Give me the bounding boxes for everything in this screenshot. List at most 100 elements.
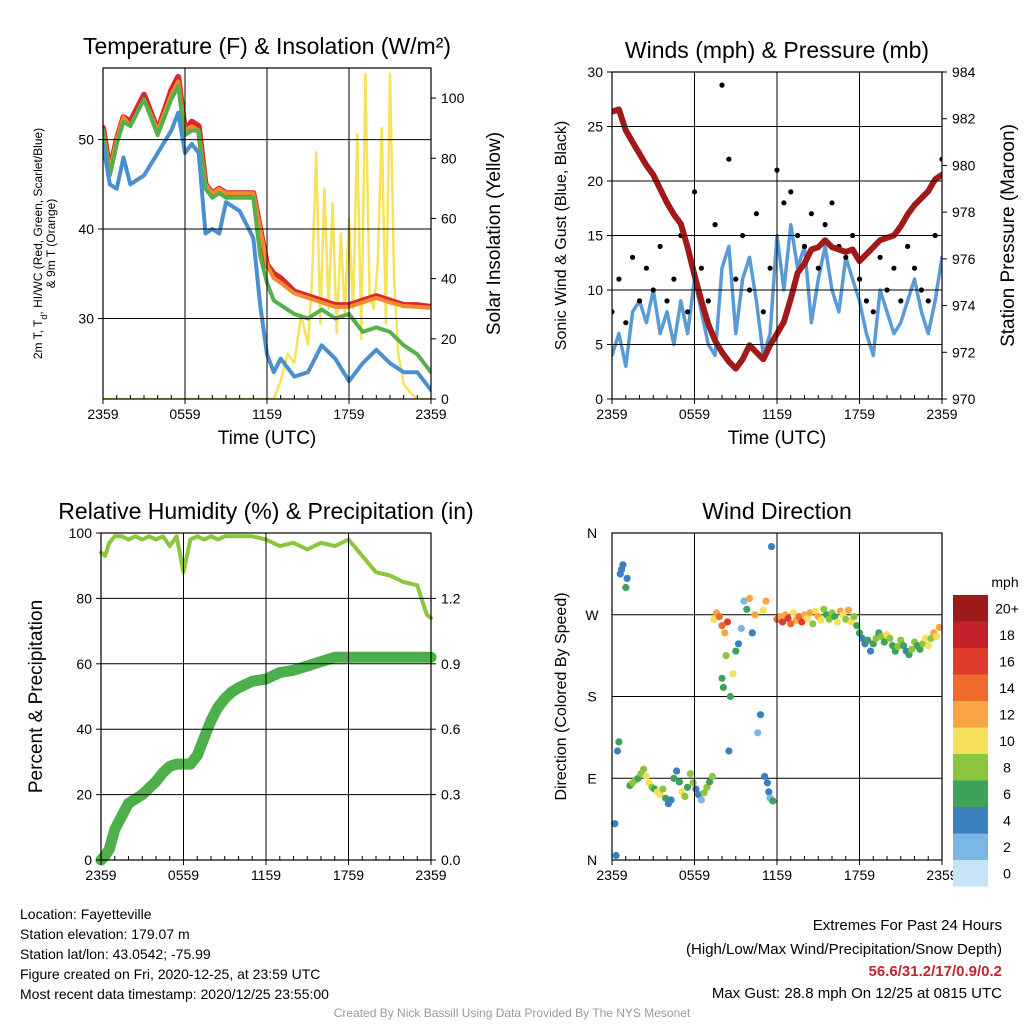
direction-point	[718, 674, 726, 682]
y2-tick-label: 976	[952, 251, 976, 267]
y2-tick-label: 0.6	[441, 721, 461, 737]
direction-point	[894, 642, 902, 651]
colorbar-label: 18	[999, 627, 1015, 643]
y-tick-label: N	[587, 525, 597, 541]
direction-point	[798, 618, 806, 626]
direction-point	[729, 670, 737, 678]
colorbar-label: 10	[999, 733, 1015, 749]
gust-point	[685, 309, 691, 315]
y-tick-label: S	[587, 689, 596, 705]
y2-axis-label: Solar Insolation (Yellow)	[484, 132, 505, 335]
chart-title: Relative Humidity (%) & Precipitation (i…	[58, 498, 473, 524]
direction-point	[719, 683, 728, 692]
direction-point	[842, 615, 850, 623]
colorbar-swatch	[953, 727, 988, 754]
direction-point	[710, 615, 718, 623]
y2-tick-label: 60	[441, 210, 457, 226]
colorbar-swatch	[953, 833, 988, 860]
direction-point	[767, 543, 776, 551]
y2-tick-label: 980	[952, 157, 976, 173]
chart-title: Winds (mph) & Pressure (mb)	[625, 37, 929, 63]
gust-point	[623, 320, 629, 326]
plot-frame	[102, 67, 432, 400]
y-tick-label: 25	[587, 119, 603, 135]
direction-point	[613, 747, 622, 755]
gust-point	[781, 200, 787, 206]
colorbar-label: 8	[1003, 759, 1011, 775]
direction-point	[695, 791, 703, 799]
direction-point	[684, 783, 692, 791]
colorbar-swatch	[953, 701, 988, 728]
y2-tick-label: 1.2	[441, 590, 461, 606]
colorbar-label: 2	[1003, 839, 1011, 855]
direction-point	[640, 765, 648, 773]
y-tick-label: 30	[587, 64, 603, 80]
gust-point	[870, 309, 876, 315]
recent-timestamp: Most recent data timestamp: 2020/12/25 2…	[20, 986, 329, 1002]
direction-point	[877, 632, 886, 641]
x-tick-label: 1759	[844, 867, 875, 883]
direction-point	[850, 613, 858, 621]
y2-tick-label: 970	[952, 391, 976, 407]
gust-point	[877, 254, 883, 260]
gust-point	[643, 265, 650, 271]
x-tick-label: 2359	[926, 406, 957, 422]
direction-point	[706, 778, 714, 786]
direction-point	[825, 615, 833, 623]
direction-point	[803, 614, 811, 623]
y-axis-label: Sonic Wind & Gust (Blue, Black)	[553, 121, 570, 350]
x-tick-label: 1159	[762, 406, 792, 422]
direction-point	[725, 747, 733, 755]
y-tick-label: E	[587, 770, 596, 786]
y-tick-label: 80	[76, 590, 92, 606]
humidity-chart: 0 20 40 60 80 100 0.0 0.3 0.6 0.9 1.2 2359 0559 1159 1…	[26, 498, 474, 883]
y2-axis-label: Station Pressure (Maroon)	[998, 124, 1019, 347]
extremes-title: Extremes For Past 24 Hours	[812, 917, 1002, 934]
gust-point	[664, 298, 670, 304]
direction-point	[619, 561, 627, 569]
series-precipitation	[95, 651, 437, 866]
y-tick-label: N	[587, 852, 597, 868]
gust-point	[911, 265, 918, 271]
direction-point	[740, 597, 748, 605]
direction-point	[886, 634, 894, 643]
x-tick-label: 1759	[333, 406, 364, 422]
direction-point	[784, 614, 792, 623]
y-tick-label: 20	[587, 173, 603, 189]
direction-point	[787, 620, 795, 628]
direction-point	[769, 797, 777, 805]
direction-point	[853, 622, 861, 630]
colorbar-swatch	[953, 595, 988, 622]
y-tick-label: 10	[587, 282, 603, 298]
direction-point	[897, 636, 905, 644]
x-tick-label: 0559	[169, 406, 200, 422]
direction-point	[745, 594, 754, 603]
station-latlon: Station lat/lon: 43.0542; -75.99	[20, 946, 211, 962]
direction-point	[656, 791, 664, 799]
x-tick-label: 2359	[926, 867, 957, 883]
direction-point	[831, 613, 839, 621]
direction-point	[795, 613, 803, 621]
gust-point	[753, 211, 760, 217]
direction-point	[670, 774, 678, 782]
station-location: Location: Fayetteville	[20, 906, 152, 922]
x-tick-label: 1159	[762, 867, 792, 883]
direction-point	[622, 583, 630, 592]
plot-frame	[611, 71, 943, 400]
direction-point	[809, 620, 817, 628]
y2-tick-label: 40	[441, 271, 457, 287]
colorbar-swatch	[953, 807, 988, 834]
colorbar-unit: mph	[991, 574, 1018, 590]
x-tick-label: 2359	[85, 867, 116, 883]
x-tick-label: 0559	[168, 867, 199, 883]
series-relative-humidity	[99, 534, 433, 620]
direction-point	[721, 629, 729, 637]
direction-point	[919, 640, 927, 648]
direction-point	[667, 796, 675, 804]
direction-point	[715, 613, 723, 621]
direction-point	[776, 613, 784, 621]
direction-point	[833, 618, 842, 626]
y-axis-label-line1: 2m T, Td, HI/WC (Red, Green, Scarlet/Blu…	[31, 128, 49, 359]
direction-point	[681, 792, 689, 801]
